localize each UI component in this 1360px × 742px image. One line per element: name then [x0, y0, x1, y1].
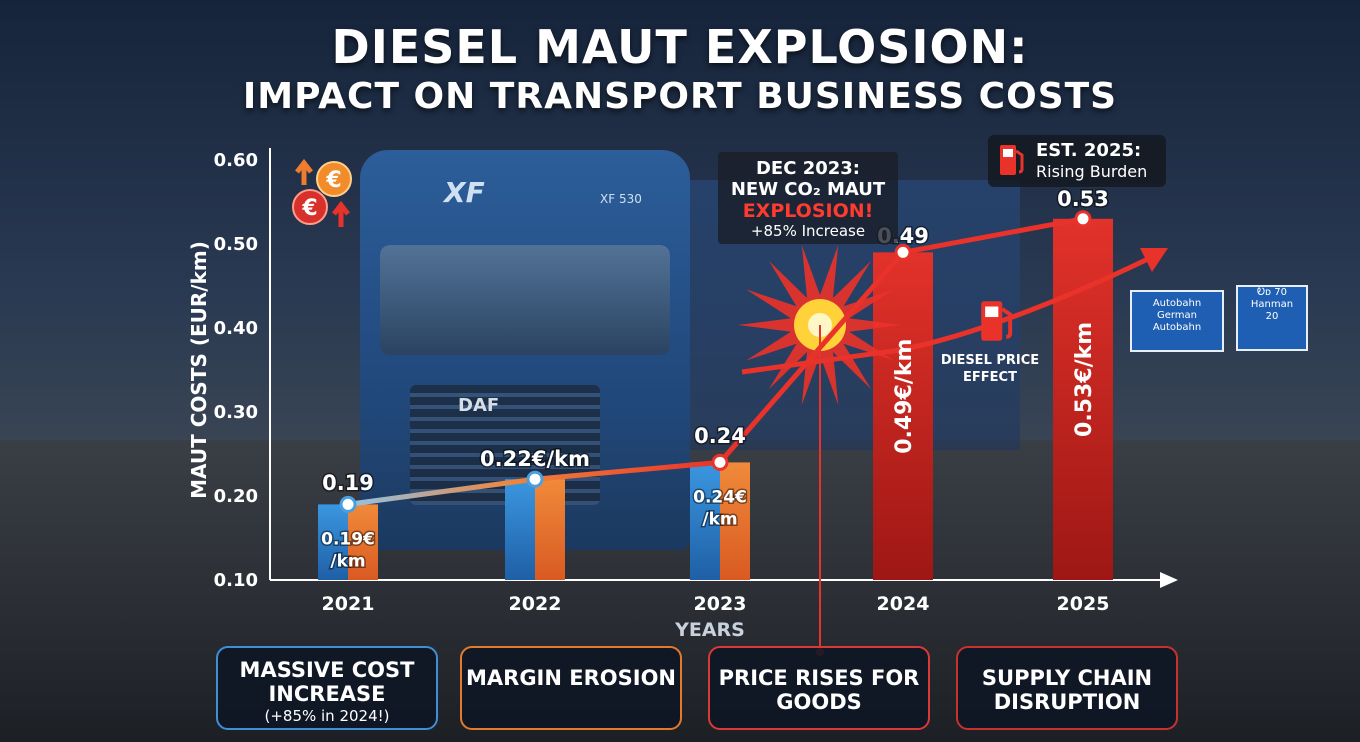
value-label-2023: 0.24 — [694, 424, 746, 448]
fuel-pump-icon — [1000, 145, 1024, 175]
diesel-pump-icon — [981, 301, 1013, 341]
highway-sign-left: Autobahn German Autobahn — [1130, 290, 1224, 352]
y-axis-title: MAUT COSTS (EUR/km) — [187, 241, 211, 499]
co2-callout-headline: NEW CO₂ MAUT — [730, 179, 886, 200]
data-point-2021 — [339, 495, 357, 513]
co2-callout-date: DEC 2023: — [755, 158, 860, 179]
y-tick-label: 0.30 — [214, 402, 258, 423]
data-point-2024 — [894, 243, 912, 261]
x-tick-label: 2023 — [694, 593, 747, 615]
estimate-subtitle: Rising Burden — [1036, 162, 1148, 181]
y-tick-label: 0.60 — [214, 150, 258, 171]
estimate-2025-callout: EST. 2025: Rising Burden — [988, 135, 1166, 187]
truck-model-label: XF 530 — [600, 192, 642, 206]
bar-label-2023: 0.24€/km — [693, 487, 747, 529]
y-tick-label: 0.50 — [214, 234, 258, 255]
bar-blue-2022 — [505, 479, 535, 580]
svg-text:€: € — [325, 168, 341, 193]
y-tick-label: 0.40 — [214, 318, 258, 339]
bar-label-2021: 0.19€/km — [321, 529, 375, 571]
co2-callout-increase: +85% Increase — [750, 222, 866, 240]
impact-card-margin-erosion: MARGIN EROSION — [460, 646, 682, 730]
truck-windshield — [380, 245, 670, 355]
value-label-2022: 0.22€/km — [480, 447, 590, 471]
x-tick-label: 2021 — [322, 593, 375, 615]
bar-label-2025: 0.53€/km — [1072, 322, 1097, 437]
chart-labels: 0.190.22€/km0.240.490.530.19€/km0.24€/km… — [320, 186, 1111, 573]
diesel-price-effect-label: DIESEL PRICE EFFECT — [940, 353, 1040, 385]
x-tick-label: 2025 — [1057, 593, 1110, 615]
chart-bars — [318, 218, 1113, 581]
page-title-line1: DIESEL MAUT EXPLOSION: — [331, 20, 1029, 74]
diesel-effect-arrowhead — [1140, 248, 1168, 272]
highway-sign-right: Ꭷᴅ 70 Hanman 20 — [1236, 285, 1308, 351]
value-label-2021: 0.19 — [322, 471, 374, 495]
bar-blue-2023 — [690, 462, 720, 580]
bar-label-2024: 0.49€/km — [892, 339, 917, 454]
data-point-2025 — [1074, 210, 1092, 228]
impact-card-supply-chain: SUPPLY CHAIN DISRUPTION — [956, 646, 1178, 730]
euro-coins-icon: € € — [292, 158, 352, 227]
data-point-2023 — [711, 453, 729, 471]
bar-red-2024 — [873, 252, 933, 580]
diesel-effect-arrow — [741, 255, 1152, 375]
x-tick-label: 2022 — [509, 593, 562, 615]
x-axis-title: YEARS — [674, 619, 745, 641]
data-point-2022 — [526, 470, 544, 488]
svg-text:€: € — [301, 196, 317, 221]
explosion-burst — [738, 245, 902, 656]
bar-orange-2022 — [535, 479, 565, 580]
y-tick-label: 0.20 — [214, 486, 258, 507]
y-tick-label: 0.10 — [214, 570, 258, 591]
x-tick-label: 2024 — [877, 593, 930, 615]
x-axis-arrow — [1160, 572, 1178, 588]
impact-card-cost-increase: MASSIVE COST INCREASE (+85% in 2024!) — [216, 646, 438, 730]
value-label-2025: 0.53 — [1057, 187, 1109, 211]
bar-blue-2021 — [318, 504, 348, 580]
impact-card-price-rises: PRICE RISES FOR GOODS — [708, 646, 930, 730]
chart-lines — [339, 210, 1168, 513]
co2-callout-explosion: EXPLOSION! — [742, 200, 874, 222]
estimate-title: EST. 2025: — [1036, 140, 1142, 161]
bar-orange-2021 — [348, 504, 378, 580]
bar-orange-2023 — [720, 462, 750, 580]
co2-maut-callout: DEC 2023: NEW CO₂ MAUT EXPLOSION! +85% I… — [718, 152, 898, 244]
chart-axes: 0.10 0.20 0.30 0.40 0.50 0.60 2021 2022 2023 2024… — [187, 148, 1178, 641]
truck-grille-logo: DAF — [458, 395, 500, 416]
page-title-line2: IMPACT ON TRANSPORT BUSINESS COSTS — [242, 76, 1118, 117]
truck-badge: XF — [444, 176, 485, 209]
